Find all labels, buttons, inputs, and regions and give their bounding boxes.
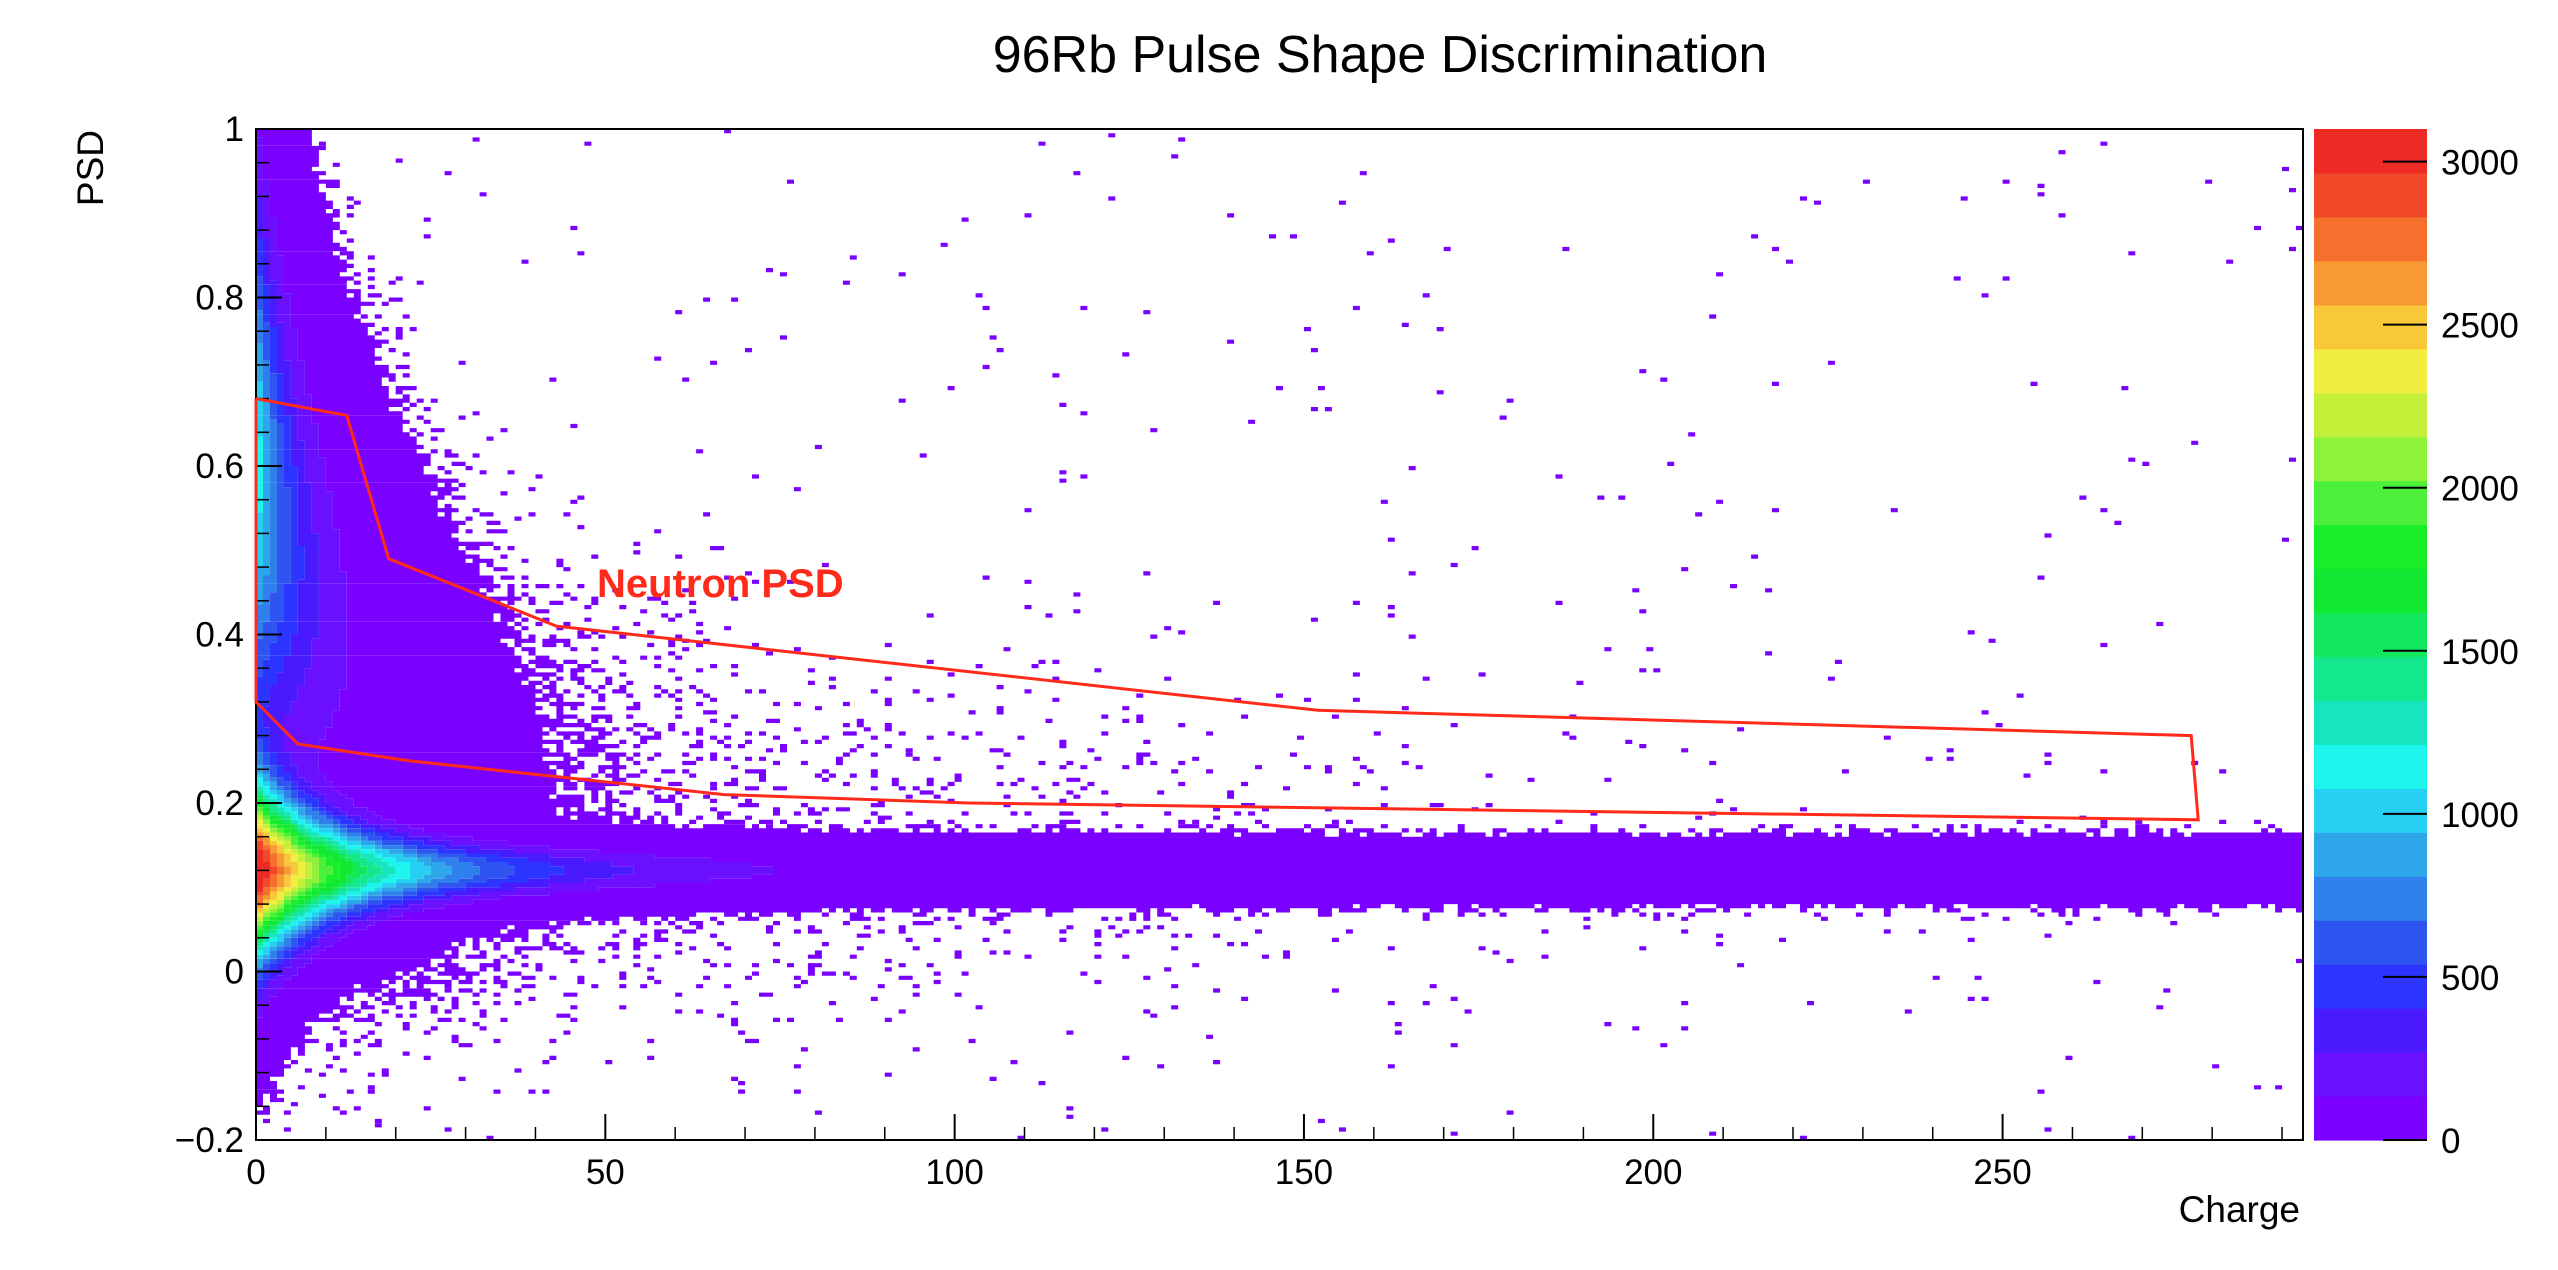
colorbar-tick-label: 0 xyxy=(2441,1122,2460,1161)
colorbar-segment xyxy=(2314,744,2427,789)
colorbar-segment xyxy=(2314,612,2427,658)
colorbar-segment xyxy=(2314,920,2427,965)
y-axis: −0.2 0 0.2 0.4 0.6 0.8 1 xyxy=(175,110,282,1160)
colorbar-tick-label: 3000 xyxy=(2441,144,2519,183)
y-axis-label: PSD xyxy=(70,130,111,206)
colorbar-segment xyxy=(2314,436,2427,482)
colorbar-segment xyxy=(2314,1052,2427,1097)
colorbar-segment xyxy=(2314,1008,2427,1053)
colorbar-segment xyxy=(2314,129,2427,174)
colorbar-tick-label: 2500 xyxy=(2441,307,2519,346)
colorbar: 0 500 1000 1500 2000 2500 3000 xyxy=(2314,129,2519,1161)
x-axis: 0 50 100 150 200 250 xyxy=(246,1114,2283,1192)
x-tick-label: 50 xyxy=(586,1153,625,1192)
colorbar-segment xyxy=(2314,216,2427,262)
colorbar-segment xyxy=(2314,832,2427,877)
x-tick-label: 100 xyxy=(925,1153,983,1192)
plot-frame xyxy=(255,128,2304,1141)
neutron-cut-layer xyxy=(254,397,2200,822)
y-tick-label: 1 xyxy=(225,110,244,149)
y-tick-label: 0.2 xyxy=(195,784,244,823)
colorbar-tick-label: 1000 xyxy=(2441,796,2519,835)
heatmap-cells xyxy=(256,849,270,892)
heatmap-cells xyxy=(256,828,298,913)
colorbar-segment xyxy=(2314,260,2427,306)
colorbar-segment xyxy=(2314,304,2427,350)
x-tick-label: 0 xyxy=(246,1153,265,1192)
heatmap-cells xyxy=(256,807,333,930)
chart-title: 96Rb Pulse Shape Discrimination xyxy=(993,26,1768,84)
colorbar-segment xyxy=(2314,876,2427,921)
y-tick-label: 0.6 xyxy=(195,447,244,486)
neutron-cut-polygon xyxy=(254,397,2200,822)
colorbar-tick-label: 500 xyxy=(2441,959,2499,998)
colorbar-segment xyxy=(2314,788,2427,833)
colorbar-segment xyxy=(2314,172,2427,218)
colorbar-tick-label: 2000 xyxy=(2441,470,2519,509)
colorbar-segment xyxy=(2314,656,2427,702)
x-tick-label: 200 xyxy=(1624,1153,1682,1192)
heatmap-cells xyxy=(256,819,305,917)
heatmap-cells xyxy=(256,129,2303,1140)
colorbar-segment xyxy=(2314,568,2427,614)
x-tick-label: 250 xyxy=(1973,1153,2031,1192)
colorbar-tick-label: 1500 xyxy=(2441,633,2519,672)
y-tick-label: 0.8 xyxy=(195,279,244,318)
x-tick-label: 150 xyxy=(1275,1153,1333,1192)
colorbar-segment xyxy=(2314,392,2427,438)
heatmap-cells xyxy=(256,840,277,896)
heatmap-cells xyxy=(256,836,284,905)
y-tick-label: 0.4 xyxy=(195,616,244,655)
y-tick-label: 0 xyxy=(225,953,244,992)
x-axis-label: Charge xyxy=(2179,1189,2300,1230)
colorbar-segment xyxy=(2314,524,2427,570)
cut-label: Neutron PSD xyxy=(597,562,844,606)
colorbar-segment xyxy=(2314,348,2427,394)
y-tick-label: −0.2 xyxy=(175,1121,244,1160)
colorbar-segment xyxy=(2314,1096,2427,1141)
colorbar-segment xyxy=(2314,964,2427,1009)
colorbar-segment xyxy=(2314,700,2427,745)
heatmap-layer xyxy=(256,129,2303,1140)
